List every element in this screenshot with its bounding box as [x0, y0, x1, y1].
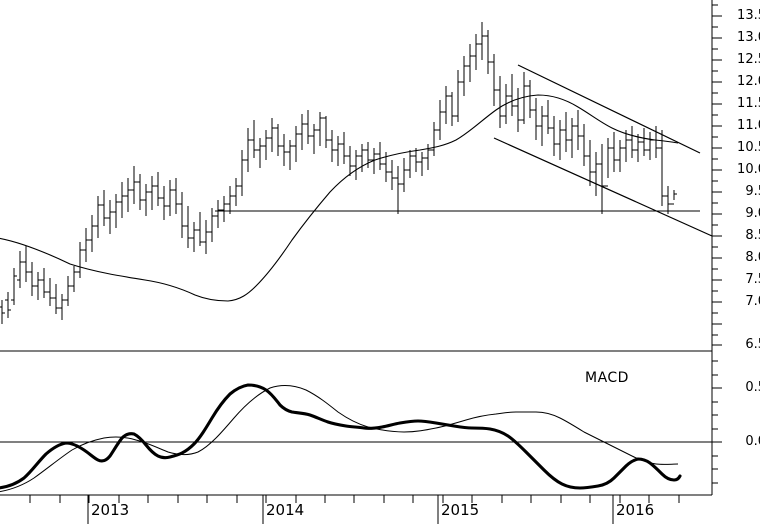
macd-signal-line: [0, 385, 679, 493]
price-tick-label: 6.5: [745, 337, 760, 352]
price-tick-label: 11.5: [737, 96, 760, 111]
price-tick-label: 7.0: [745, 294, 760, 309]
macd-tick-label: 0.0: [745, 434, 760, 449]
x-axis-year-label: 2014: [266, 501, 305, 519]
x-axis-year-label: 2015: [441, 501, 480, 519]
price-tick-label: 12.5: [737, 52, 760, 67]
price-tick-label: 9.0: [745, 206, 760, 221]
price-axis-major-ticks: [712, 15, 722, 346]
downtrend-channel-upper-line: [517, 64, 701, 154]
price-tick-label: 9.5: [745, 184, 760, 199]
price-tick-label: 8.0: [745, 250, 760, 265]
macd-axis-ticks: [712, 360, 722, 484]
price-tick-label: 8.5: [745, 228, 760, 243]
price-tick-label: 13.0: [737, 30, 760, 45]
price-tick-label: 13.5: [737, 8, 760, 23]
downtrend-channel-lower-line: [493, 137, 713, 237]
x-axis-year-label: 2016: [616, 501, 655, 519]
x-axis-year-label: 2013: [91, 501, 130, 519]
price-tick-label: 10.0: [737, 162, 760, 177]
macd-tick-label: 0.5: [745, 380, 760, 395]
price-tick-label: 7.5: [745, 272, 760, 287]
price-tick-label: 10.5: [737, 140, 760, 155]
macd-indicator-label: MACD: [585, 370, 629, 386]
price-tick-label: 11.0: [737, 118, 760, 133]
price-bars-group: [0, 22, 677, 324]
macd-line: [0, 383, 682, 490]
price-axis-minor-ticks: [712, 4, 718, 336]
x-axis-minor-ticks: [29, 495, 680, 503]
x-axis-year-separators: [87, 495, 614, 524]
moving-average-line: [0, 94, 679, 302]
price-tick-label: 12.0: [737, 74, 760, 89]
